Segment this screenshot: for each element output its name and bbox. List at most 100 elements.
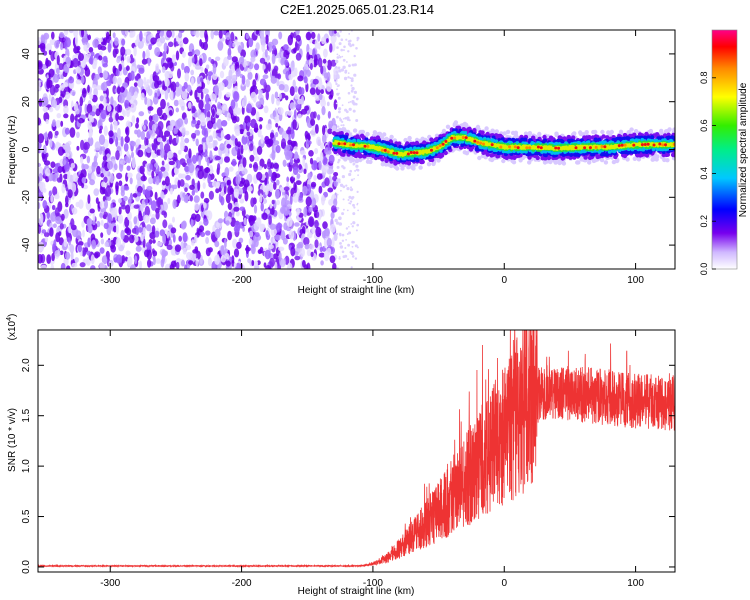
noise-cell <box>351 100 355 104</box>
signal-cell <box>494 129 499 134</box>
noise-cell <box>338 54 341 57</box>
noise-cell <box>140 130 146 140</box>
noise-cell <box>352 95 356 99</box>
noise-cell <box>260 134 264 144</box>
noise-cell <box>151 143 155 148</box>
noise-cell <box>264 186 269 196</box>
noise-cell <box>220 196 225 206</box>
noise-cell <box>347 258 349 261</box>
noise-cell <box>194 234 198 244</box>
noise-cell <box>303 168 307 175</box>
signal-cell <box>480 130 485 135</box>
noise-cell <box>349 77 352 80</box>
noise-cell <box>200 191 205 199</box>
noise-cell <box>124 99 130 109</box>
noise-cell <box>192 57 195 64</box>
noise-cell <box>115 136 119 147</box>
noise-cell <box>78 117 85 124</box>
noise-cell <box>137 149 144 158</box>
noise-cell <box>160 258 165 268</box>
noise-cell <box>273 140 280 146</box>
noise-cell <box>231 158 237 167</box>
noise-cell <box>308 150 314 157</box>
noise-cell <box>337 158 341 162</box>
noise-cell <box>247 258 252 264</box>
noise-cell <box>177 179 181 189</box>
noise-cell <box>268 168 272 177</box>
noise-cell <box>62 82 69 88</box>
noise-cell <box>173 127 178 134</box>
noise-cell <box>271 149 276 161</box>
noise-cell <box>283 186 290 191</box>
noise-cell <box>215 181 220 189</box>
noise-cell <box>91 239 97 250</box>
noise-cell <box>54 130 59 136</box>
signal-cell <box>406 165 411 170</box>
noise-cell <box>45 60 52 67</box>
noise-cell <box>305 196 312 207</box>
noise-cell <box>348 202 351 205</box>
noise-cell <box>243 217 247 226</box>
noise-cell <box>327 150 332 155</box>
noise-cell <box>201 137 207 143</box>
noise-cell <box>60 262 66 269</box>
noise-cell <box>190 30 194 36</box>
noise-cell <box>351 225 354 228</box>
signal-cell <box>576 160 581 165</box>
noise-cell <box>166 125 173 132</box>
noise-cell <box>188 148 192 159</box>
noise-cell <box>224 238 227 249</box>
noise-cell <box>119 86 125 93</box>
noise-cell <box>318 160 322 170</box>
noise-cell <box>68 76 75 84</box>
noise-cell <box>278 93 282 100</box>
noise-cell <box>264 49 268 58</box>
noise-cell <box>284 59 289 67</box>
noise-cell <box>138 227 143 233</box>
noise-cell <box>150 37 157 45</box>
noise-cell <box>197 169 204 180</box>
noise-cell <box>103 93 107 99</box>
noise-cell <box>341 212 345 216</box>
noise-cell <box>355 102 358 106</box>
noise-cell <box>231 56 238 63</box>
noise-cell <box>195 213 201 222</box>
noise-cell <box>153 256 156 266</box>
noise-cell <box>94 73 100 80</box>
noise-cell <box>180 143 185 151</box>
noise-cell <box>319 246 323 253</box>
noise-cell <box>102 70 108 80</box>
noise-cell <box>108 259 114 267</box>
noise-cell <box>112 32 116 39</box>
noise-cell <box>88 47 94 53</box>
noise-cell <box>199 114 206 121</box>
noise-cell <box>296 243 303 249</box>
noise-cell <box>340 48 344 52</box>
noise-cell <box>285 95 289 101</box>
noise-cell <box>117 127 121 138</box>
noise-cell <box>133 82 138 87</box>
noise-cell <box>102 63 108 68</box>
noise-cell <box>91 84 97 89</box>
noise-cell <box>288 230 295 240</box>
noise-cell <box>107 42 112 53</box>
noise-cell <box>348 33 351 35</box>
noise-cell <box>104 199 108 209</box>
signal-cell <box>501 158 506 164</box>
noise-cell <box>154 92 158 98</box>
noise-cell <box>84 30 88 39</box>
noise-cell <box>259 246 264 254</box>
noise-cell <box>354 244 358 248</box>
noise-cell <box>92 39 99 48</box>
noise-cell <box>138 111 145 117</box>
noise-cell <box>208 74 212 81</box>
noise-cell <box>352 203 355 207</box>
noise-cell <box>334 65 338 69</box>
noise-cell <box>103 211 108 218</box>
noise-cell <box>155 63 160 73</box>
noise-cell <box>186 251 193 260</box>
noise-cell <box>38 98 43 107</box>
noise-cell <box>170 260 176 268</box>
noise-cell <box>350 79 354 83</box>
noise-cell <box>133 46 137 57</box>
